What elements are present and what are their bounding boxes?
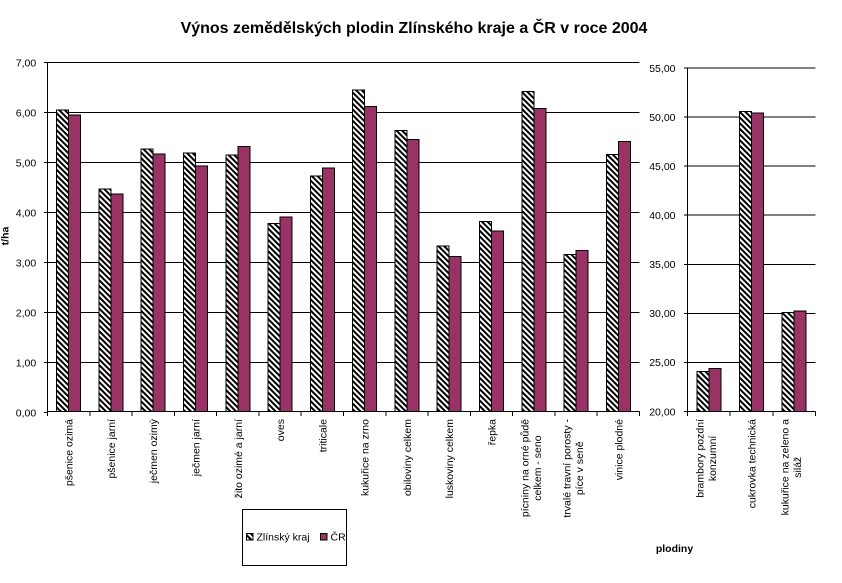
svg-text:45,00: 45,00 bbox=[649, 161, 675, 173]
svg-text:siláž: siláž bbox=[792, 457, 804, 478]
svg-text:pšenice ozimá: pšenice ozimá bbox=[64, 419, 76, 486]
svg-text:plodiny: plodiny bbox=[656, 543, 693, 555]
svg-text:pícniny na orné půdě: pícniny na orné půdě bbox=[519, 419, 531, 517]
svg-text:Výnos zemědělských plodin Zlín: Výnos zemědělských plodin Zlínského kraj… bbox=[181, 18, 648, 37]
svg-text:řepka: řepka bbox=[487, 419, 499, 445]
svg-text:oves: oves bbox=[275, 419, 287, 441]
svg-text:píce v seně: píce v seně bbox=[574, 441, 586, 495]
svg-text:cukrovka technická: cukrovka technická bbox=[747, 419, 759, 508]
svg-text:5,00: 5,00 bbox=[16, 157, 37, 169]
svg-text:pšenice jarní: pšenice jarní bbox=[106, 419, 118, 479]
svg-text:40,00: 40,00 bbox=[649, 210, 675, 222]
svg-text:trvalé travní porosty -: trvalé travní porosty - bbox=[562, 419, 574, 518]
svg-text:Zlínský kraj: Zlínský kraj bbox=[257, 532, 310, 544]
svg-text:žito ozimé a jarní: žito ozimé a jarní bbox=[233, 419, 245, 498]
svg-text:2,00: 2,00 bbox=[16, 307, 37, 319]
svg-text:6,00: 6,00 bbox=[16, 107, 37, 119]
svg-text:vinice plodné: vinice plodné bbox=[613, 419, 625, 480]
svg-text:4,00: 4,00 bbox=[16, 207, 37, 219]
svg-text:30,00: 30,00 bbox=[649, 308, 675, 320]
svg-text:3,00: 3,00 bbox=[16, 257, 37, 269]
svg-text:20,00: 20,00 bbox=[649, 406, 675, 418]
svg-text:konzumní: konzumní bbox=[707, 436, 719, 482]
svg-text:7,00: 7,00 bbox=[16, 57, 37, 69]
svg-text:triticale: triticale bbox=[317, 419, 329, 452]
svg-text:55,00: 55,00 bbox=[649, 63, 675, 75]
svg-text:obiloviny celkem: obiloviny celkem bbox=[402, 419, 414, 496]
svg-text:ječmen jarní: ječmen jarní bbox=[191, 419, 203, 477]
svg-text:35,00: 35,00 bbox=[649, 259, 675, 271]
svg-text:luskoviny celkem: luskoviny celkem bbox=[444, 419, 456, 499]
svg-text:25,00: 25,00 bbox=[649, 357, 675, 369]
svg-text:celkem - seno: celkem - seno bbox=[532, 435, 544, 501]
svg-text:50,00: 50,00 bbox=[649, 112, 675, 124]
svg-text:t/ha: t/ha bbox=[0, 227, 12, 246]
svg-text:ČR: ČR bbox=[331, 531, 347, 544]
svg-text:brambory pozdní: brambory pozdní bbox=[694, 419, 706, 498]
svg-text:kukuřice na zeleno a: kukuřice na zeleno a bbox=[780, 419, 792, 515]
svg-text:ječmen ozimý: ječmen ozimý bbox=[148, 418, 160, 484]
svg-text:1,00: 1,00 bbox=[16, 357, 37, 369]
svg-text:kukuřice na zrno: kukuřice na zrno bbox=[360, 419, 372, 496]
svg-text:0,00: 0,00 bbox=[16, 407, 37, 419]
